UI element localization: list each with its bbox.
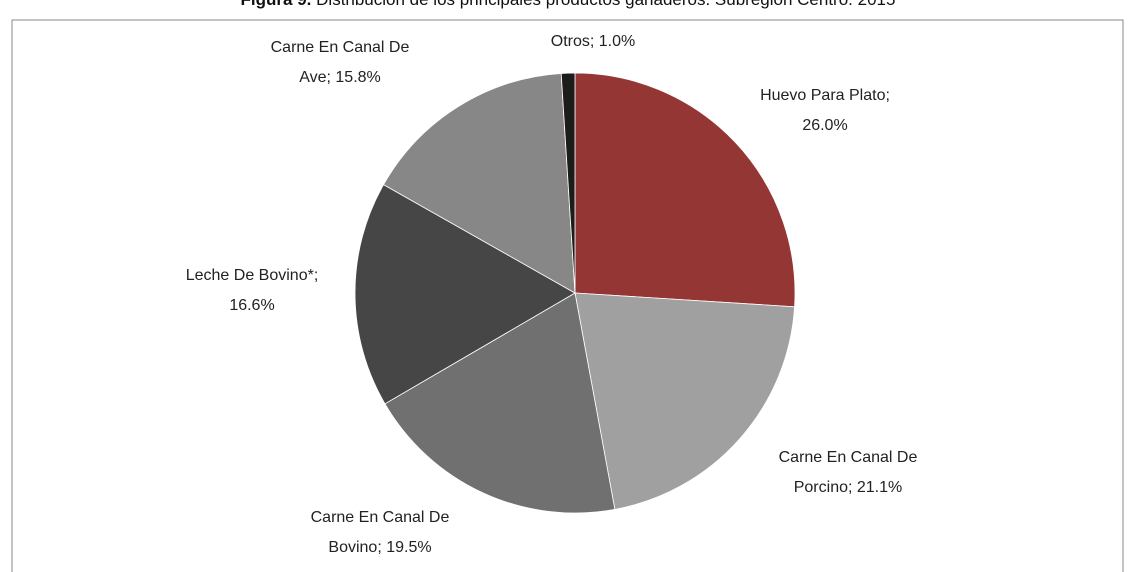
data-label: Huevo Para Plato; 26.0%: [760, 87, 890, 134]
chart-frame: [11, 19, 1124, 572]
pie-slice: [383, 73, 576, 294]
data-label-line: Ave; 15.8%: [299, 69, 381, 86]
data-label-line: Otros; 1.0%: [551, 33, 635, 50]
data-label-line: Carne En Canal De: [271, 39, 410, 56]
data-label-line: Leche De Bovino*;: [186, 267, 319, 284]
data-label: Carne En Canal De Porcino; 21.1%: [779, 449, 918, 496]
chart-title: Figura 9. Distribución de los principale…: [241, 0, 896, 9]
data-label: Otros; 1.0%: [551, 33, 635, 50]
data-label-line: Carne En Canal De: [779, 449, 918, 466]
pie-slice: [354, 184, 576, 405]
data-label: Leche De Bovino*; 16.6%: [186, 267, 319, 314]
data-label-line: 16.6%: [229, 297, 274, 314]
pie-slice: [384, 292, 616, 514]
pie-slice: [574, 292, 795, 510]
data-label-line: Huevo Para Plato;: [760, 87, 890, 104]
title-prefix: Figura 9.: [241, 0, 312, 9]
data-label: Carne En Canal De Bovino; 19.5%: [311, 509, 450, 556]
pie-slice: [574, 72, 796, 308]
data-label: Carne En Canal De Ave; 15.8%: [271, 39, 410, 86]
pie-slice: [560, 72, 576, 294]
data-label-line: 26.0%: [802, 117, 847, 134]
title-text: Distribución de los principales producto…: [316, 0, 895, 9]
data-label-line: Porcino; 21.1%: [794, 479, 903, 496]
data-label-line: Bovino; 19.5%: [328, 539, 431, 556]
data-label-line: Carne En Canal De: [311, 509, 450, 526]
